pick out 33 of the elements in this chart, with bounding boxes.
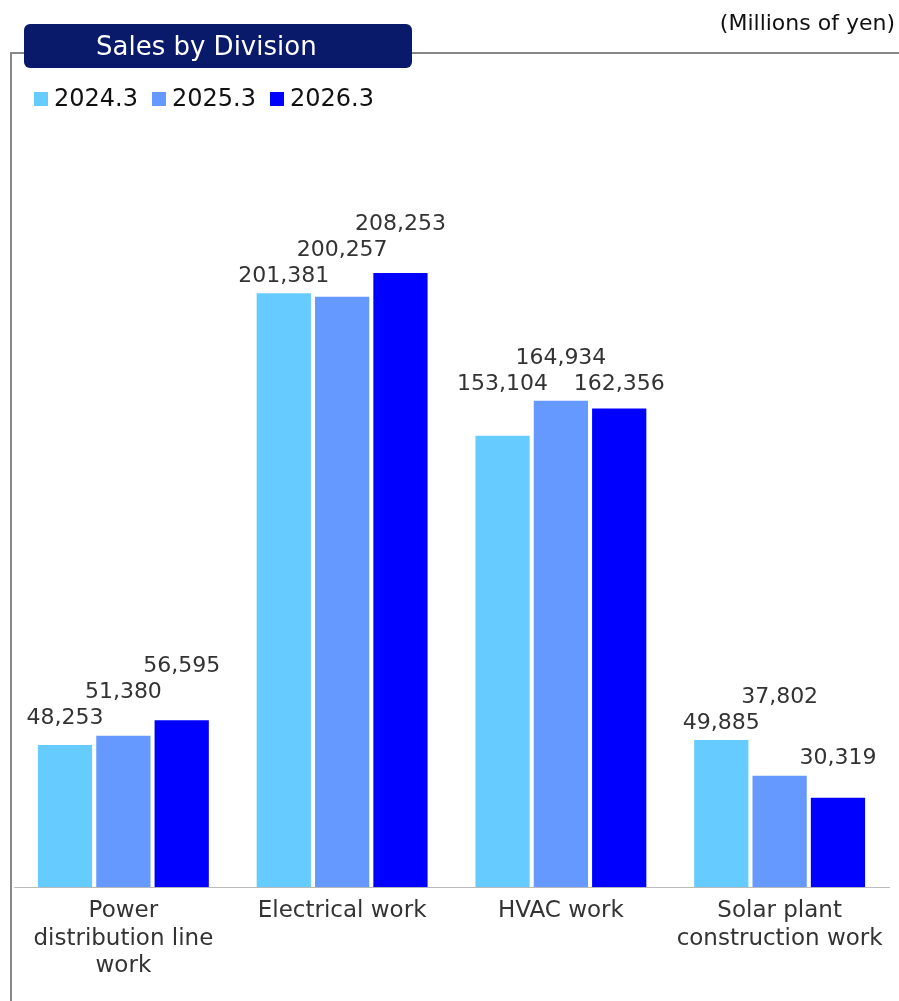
data-label: 48,253 xyxy=(26,704,104,730)
text: (Millions of yen) xyxy=(719,10,895,35)
bar xyxy=(475,435,530,888)
data-label: 49,885 xyxy=(682,708,760,734)
data-label: 153,104 xyxy=(457,369,549,395)
bar xyxy=(256,293,311,888)
bar xyxy=(810,797,866,888)
data-label: 200,257 xyxy=(296,236,388,262)
bar xyxy=(37,744,93,888)
legend-label: 2024.3 xyxy=(53,84,138,112)
x-tick-label: Solar plant construction work xyxy=(676,895,884,950)
bar xyxy=(533,400,588,888)
x-tick-label: Electrical work xyxy=(257,895,428,922)
data-label: 56,595 xyxy=(143,652,221,678)
data-label: 37,802 xyxy=(741,682,819,708)
x-tick-label: Power distribution line work xyxy=(33,895,214,978)
data-label: 164,934 xyxy=(515,343,607,369)
bar xyxy=(752,775,807,888)
legend-label: 2026.3 xyxy=(288,84,374,112)
bar xyxy=(154,720,209,888)
bar xyxy=(315,296,370,888)
x-tick-label: HVAC work xyxy=(497,895,625,922)
data-label: 201,381 xyxy=(238,262,330,288)
data-label: 208,253 xyxy=(354,210,446,236)
chart-title: Sales by Division xyxy=(24,24,412,68)
bar xyxy=(96,735,151,888)
legend-label: 2025.3 xyxy=(171,84,256,112)
data-label: 30,319 xyxy=(799,744,877,770)
bar xyxy=(592,408,647,888)
data-label: 162,356 xyxy=(573,369,665,395)
bar xyxy=(373,273,428,888)
bar xyxy=(694,740,749,888)
data-label: 51,380 xyxy=(84,678,162,704)
